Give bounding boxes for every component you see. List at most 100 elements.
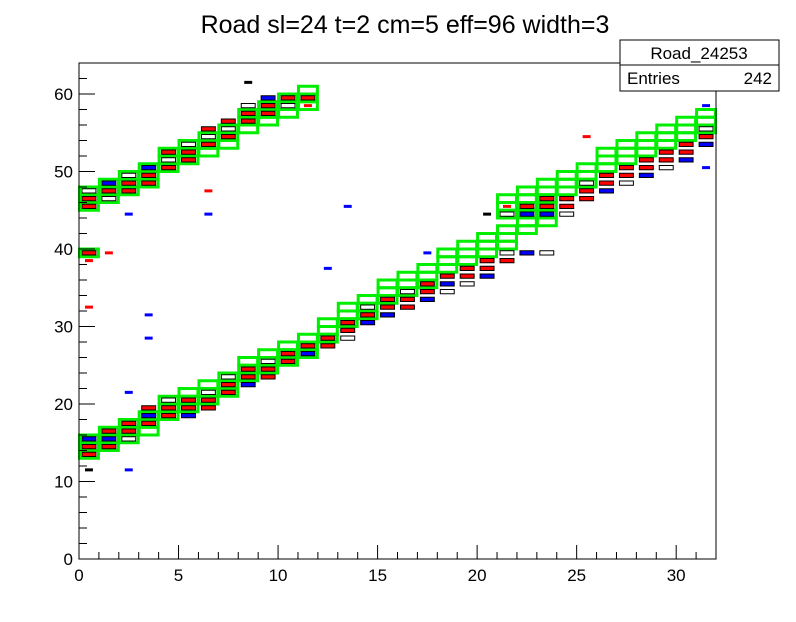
hit-cell	[320, 335, 336, 341]
hit-cell	[200, 133, 216, 140]
road-cell	[575, 162, 598, 173]
hit-cell	[161, 412, 177, 419]
hit-cell	[439, 273, 455, 279]
stray-hit	[204, 212, 213, 216]
hit-cell	[240, 110, 256, 117]
hit-cell	[380, 304, 396, 310]
hit-cell	[200, 126, 216, 132]
hit-cell	[539, 211, 555, 217]
hit-cell	[698, 126, 714, 132]
hit-cell	[360, 319, 376, 326]
hit-cell	[240, 102, 256, 109]
x-tick-label: 10	[269, 566, 288, 585]
road-cell	[595, 146, 618, 158]
stray-hit	[582, 135, 591, 139]
stray-hit	[343, 204, 352, 208]
hit-cell	[340, 319, 356, 326]
hit-cell	[280, 95, 296, 101]
stray-hit	[124, 390, 133, 394]
road-cell	[456, 239, 479, 251]
hit-cell	[579, 195, 595, 202]
stray-hit	[303, 104, 312, 108]
hit-cell	[658, 157, 674, 163]
hit-cell	[161, 157, 177, 163]
hit-cell	[81, 195, 97, 202]
road-cell	[336, 301, 359, 313]
stray-hit	[84, 468, 93, 472]
hit-cell	[638, 164, 654, 171]
hit-cell	[360, 304, 376, 310]
hit-cell	[618, 164, 634, 171]
stray-hit	[323, 266, 332, 270]
hit-cell	[618, 180, 634, 186]
x-tick-label: 0	[74, 566, 83, 585]
hit-cell	[161, 164, 177, 171]
hit-cell	[599, 172, 614, 179]
y-tick-label: 30	[54, 318, 73, 337]
hit-cell	[81, 443, 97, 450]
hit-cell	[121, 420, 137, 427]
hit-cell	[698, 141, 714, 148]
hit-cell	[260, 110, 276, 117]
hit-cell	[240, 366, 256, 372]
hit-cell	[240, 118, 256, 124]
x-tick-label: 25	[567, 566, 586, 585]
y-tick-label: 60	[54, 85, 73, 104]
hit-cell	[181, 149, 196, 155]
stats-entries-value: 242	[744, 69, 772, 88]
y-tick-label: 20	[54, 395, 73, 414]
hit-cell	[618, 172, 634, 179]
hit-cell	[599, 180, 614, 186]
hit-cell	[280, 350, 296, 357]
road-cell	[635, 131, 658, 142]
hit-cell	[459, 265, 475, 272]
stray-hit	[84, 305, 93, 309]
stats-entries-label: Entries	[627, 69, 680, 88]
hit-cell	[439, 281, 455, 287]
hit-cell	[380, 312, 396, 318]
hit-cell	[161, 149, 177, 155]
road-cell	[237, 356, 260, 367]
hit-cell	[599, 188, 614, 194]
hit-cell	[101, 428, 117, 434]
stray-hit	[204, 189, 213, 193]
road-cell	[436, 247, 459, 259]
hit-cell	[240, 374, 256, 380]
road-cell	[555, 170, 578, 181]
stray-hit	[503, 204, 511, 208]
hit-cell	[141, 172, 157, 179]
stray-hit	[144, 313, 153, 317]
hit-cell	[220, 133, 236, 140]
road-cell	[316, 317, 339, 328]
hit-cell	[141, 420, 157, 427]
hit-cell	[638, 157, 654, 163]
stray-hit	[702, 104, 711, 108]
road-cell	[197, 379, 220, 390]
hit-cell	[220, 374, 236, 380]
hit-cell	[280, 102, 296, 109]
hit-cell	[499, 250, 515, 256]
hit-cell	[141, 412, 157, 419]
stats-box-name: Road_24253	[650, 44, 747, 63]
hit-cell	[181, 397, 196, 403]
hit-cell	[81, 203, 97, 210]
stray-hit	[124, 212, 133, 216]
hit-cell	[519, 203, 535, 210]
hit-cell	[360, 312, 376, 318]
road-cell	[615, 139, 638, 150]
y-tick-label: 50	[54, 163, 73, 182]
road-cell	[496, 224, 518, 235]
x-tick-label: 5	[174, 566, 183, 585]
hit-cell	[678, 141, 694, 148]
hit-cell	[121, 172, 137, 179]
hit-cell	[419, 281, 435, 287]
hit-cell	[81, 436, 97, 442]
road-cell	[257, 348, 280, 359]
hit-cell	[399, 304, 415, 310]
hit-cell	[220, 126, 236, 132]
hit-cell	[300, 343, 316, 349]
hit-cell	[479, 257, 495, 264]
y-tick-label: 0	[64, 550, 73, 569]
chart-title: Road sl=24 t=2 cm=5 eff=96 width=3	[201, 11, 610, 39]
